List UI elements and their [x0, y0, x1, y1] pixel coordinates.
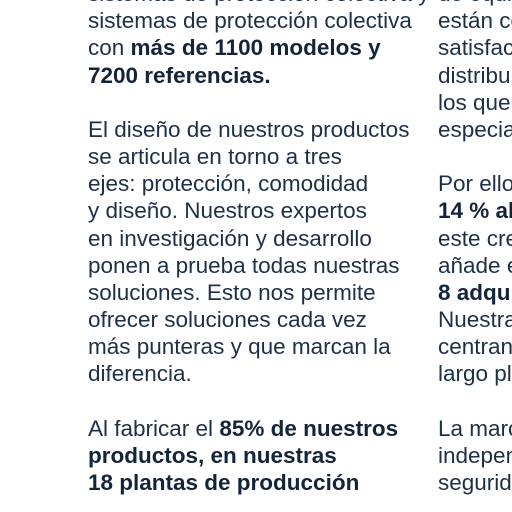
text-line: sistemas de protección colectiva y: [88, 0, 429, 7]
text-line: distribuid: [438, 62, 512, 89]
text-line: diferencia.: [88, 360, 429, 387]
body-text: ponen a prueba todas nuestras: [88, 252, 400, 278]
bold-text: 7200 referencias.: [88, 62, 271, 88]
body-text: de equipos: [438, 0, 512, 6]
intro-paragraph: sistemas de protección colectiva y sistem…: [88, 0, 429, 89]
body-text: especiali: [438, 116, 512, 142]
text-line: Nuestra: [438, 306, 512, 333]
body-text: indepen: [438, 442, 512, 468]
text-line: Al fabricar el 85% de nuestros: [88, 415, 429, 442]
text-line: con más de 1100 modelos y: [88, 34, 429, 61]
body-text: soluciones. Esto nos permite: [88, 279, 376, 305]
text-line: de equipos: [438, 0, 512, 7]
body-text: sistemas de protección colectiva: [88, 8, 412, 34]
body-text: largo pla: [438, 361, 512, 387]
text-line: se articula en torno a tres: [88, 143, 429, 170]
text-line: 14 % al: [438, 197, 512, 224]
body-text: en investigación y desarrollo: [88, 225, 372, 251]
manufacturing-paragraph: Al fabricar el 85% de nuestros productos,…: [88, 415, 429, 497]
body-text: segurida: [438, 470, 512, 495]
body-text: El diseño de nuestros productos: [88, 116, 410, 142]
text-line: los que: [438, 89, 512, 116]
body-text: los que: [438, 89, 511, 115]
body-text: satisfacer: [438, 35, 512, 61]
text-line: y diseño. Nuestros expertos: [88, 197, 429, 224]
bold-text: productos, en nuestras: [88, 442, 337, 468]
text-line: añade e: [438, 252, 512, 279]
bold-text: 8 adqu: [438, 279, 511, 305]
body-text: Nuestra: [438, 307, 512, 333]
text-line: ponen a prueba todas nuestras: [88, 252, 429, 279]
text-line: segurida: [438, 469, 512, 496]
body-text: Al fabricar el: [88, 415, 220, 441]
text-line: ofrecer soluciones cada vez: [88, 306, 429, 333]
text-line: este crec: [438, 225, 512, 252]
body-text: con: [88, 35, 131, 61]
body-text: están con: [438, 8, 512, 34]
text-line: productos, en nuestras: [88, 442, 429, 469]
text-line: sistemas de protección colectiva: [88, 7, 429, 34]
body-text: diferencia.: [88, 361, 192, 387]
body-text: distribuid: [438, 62, 512, 88]
body-text: añade e: [438, 252, 512, 278]
body-text: La marc: [438, 415, 512, 441]
body-text: más punteras y que marcan la: [88, 334, 391, 360]
left-text-column: sistemas de protección colectiva y sistem…: [88, 0, 429, 512]
body-text: y diseño. Nuestros expertos: [88, 198, 367, 224]
body-text: ejes: protección, comodidad: [88, 171, 369, 197]
text-line: ejes: protección, comodidad: [88, 170, 429, 197]
bold-text: más de 1100 modelos y: [130, 35, 381, 61]
body-text: sistemas de protección colectiva y: [88, 0, 429, 6]
text-line: más punteras y que marcan la: [88, 333, 429, 360]
bold-text: 14 % al: [438, 198, 512, 224]
body-text: centran: [438, 334, 512, 360]
text-line: están con: [438, 7, 512, 34]
text-line: especiali: [438, 116, 512, 143]
bold-text: 85% de nuestros: [219, 415, 399, 441]
right-text-column: de equiposestán consatisfacerdistribuidl…: [438, 0, 512, 512]
body-text: ofrecer soluciones cada vez: [88, 307, 367, 333]
right-intro-paragraph: de equipos están consatisfacerdistribuidl…: [438, 0, 512, 143]
design-paragraph: El diseño de nuestros productos se articu…: [88, 116, 429, 388]
text-line: largo pla: [438, 360, 512, 387]
body-text: este crec: [438, 225, 512, 251]
brand-paragraph: La marcindepensegurida: [438, 415, 512, 497]
text-line: La marc: [438, 415, 512, 442]
text-line: El diseño de nuestros productos: [88, 116, 429, 143]
text-line: Por ello,: [438, 170, 512, 197]
body-text: se articula en torno a tres: [88, 143, 342, 169]
text-line: indepen: [438, 442, 512, 469]
bold-text: 18 plantas de producción: [88, 470, 360, 495]
text-line: en investigación y desarrollo: [88, 225, 429, 252]
text-line: 7200 referencias.: [88, 62, 429, 89]
text-line: centran: [438, 333, 512, 360]
text-line: soluciones. Esto nos permite: [88, 279, 429, 306]
body-text: Por ello,: [438, 171, 512, 197]
text-line: 8 adqu: [438, 279, 512, 306]
text-line: satisfacer: [438, 34, 512, 61]
text-line: 18 plantas de producción: [88, 469, 429, 496]
